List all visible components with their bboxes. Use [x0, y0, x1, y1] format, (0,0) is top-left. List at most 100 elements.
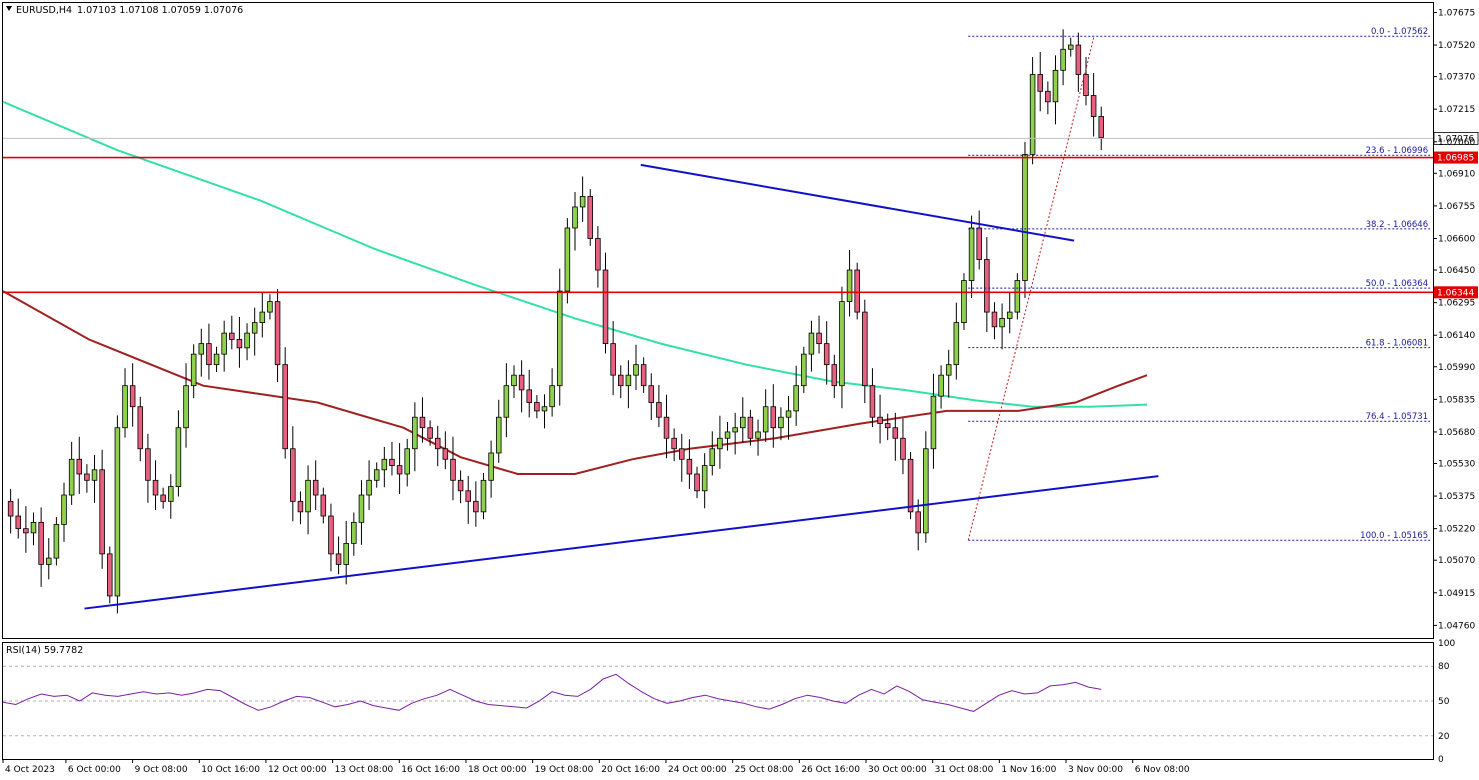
candle-bull: [1052, 69, 1059, 103]
candle-bull: [495, 416, 502, 454]
candle-bull: [762, 406, 769, 433]
x-tick-label: 10 Oct 16:00: [201, 765, 260, 775]
candle-bear: [99, 469, 105, 555]
candle-bear: [877, 416, 883, 424]
candle-bull: [511, 374, 517, 387]
candle-bull: [30, 521, 37, 534]
x-tick-label: 13 Oct 08:00: [335, 765, 394, 775]
candle-bear: [1045, 90, 1051, 103]
fib-level-label: 0.0 - 1.07562: [1371, 27, 1428, 37]
rsi-axis-label: 0: [1438, 755, 1444, 765]
x-tick-label: 20 Oct 16:00: [601, 765, 660, 775]
candle-bull: [412, 416, 418, 450]
x-tick-label: 26 Oct 16:00: [801, 765, 860, 775]
candle-bear: [129, 385, 136, 408]
candle-bull: [503, 385, 510, 418]
x-tick-label: 16 Oct 16:00: [401, 765, 460, 775]
candle-bear: [976, 227, 982, 260]
candle-bear: [76, 458, 83, 475]
candle-bear: [290, 448, 296, 502]
fib-swing-line: [967, 36, 1095, 541]
candle-bear: [640, 364, 647, 387]
resistance-trendline: [640, 163, 1075, 242]
candle-bear: [869, 385, 876, 418]
ma-fast-line: [2, 290, 1148, 475]
x-tick-label: 19 Oct 08:00: [535, 765, 594, 775]
candle-bear: [145, 448, 151, 481]
candle-bull: [740, 416, 746, 429]
candle-bull: [846, 269, 853, 302]
candle-bear: [236, 339, 243, 349]
candle-bear: [694, 473, 700, 492]
candle-bull: [183, 385, 189, 429]
candle-bull: [572, 206, 578, 229]
candle-bear: [747, 416, 754, 439]
candle-bull: [945, 364, 952, 376]
fib-level-label: 76.4 - 1.05731: [1366, 412, 1429, 422]
candle-bear: [38, 521, 44, 565]
candle-bull: [961, 280, 967, 324]
y-tick-label: 1.04915: [1438, 589, 1475, 599]
candle-bear: [656, 402, 662, 418]
y-tick-label: 1.05070: [1438, 556, 1475, 566]
y-tick-label: 1.05220: [1438, 525, 1475, 535]
candle-bull: [564, 227, 571, 292]
rsi-line: [2, 673, 1102, 712]
candle-bull: [198, 343, 205, 355]
candle-bull: [259, 311, 266, 324]
candle-bull: [732, 427, 738, 433]
candle-bear: [610, 343, 616, 376]
x-tick-label: 4 Oct 2023: [5, 765, 55, 775]
candle-bull: [839, 301, 845, 387]
candle-bear: [648, 385, 655, 403]
candle-bull: [114, 427, 121, 597]
candle-bear: [473, 500, 479, 513]
candle-bull: [381, 458, 388, 471]
moving-averages: [2, 100, 1148, 475]
candle-bear: [434, 437, 441, 450]
candle-bull: [709, 448, 716, 466]
candle-bear: [229, 332, 235, 340]
candle-bear: [465, 490, 471, 502]
fib-level-label: 38.2 - 1.06646: [1366, 220, 1429, 230]
x-tick-label: 9 Oct 08:00: [135, 765, 188, 775]
candle-bull: [91, 469, 98, 481]
support-trendline: [84, 475, 1159, 610]
candle-bear: [206, 343, 212, 366]
rsi-indicator: 100 80 50 20 0: [2, 639, 1455, 765]
current-price-tag: [1433, 132, 1479, 145]
candle-bull: [793, 385, 799, 412]
candle-bull: [168, 486, 174, 502]
ohlc-readout: 1.07103 1.07108 1.07059 1.07076: [77, 5, 243, 16]
candle-bear: [686, 458, 693, 475]
candle-bull: [1029, 74, 1036, 155]
candle-bull: [755, 431, 761, 439]
candle-bear: [1098, 116, 1105, 138]
candle-bull: [213, 353, 220, 366]
candle-bull: [541, 406, 548, 412]
y-tick-label: 1.06450: [1438, 266, 1475, 276]
candle-bear: [587, 196, 594, 239]
candle-bear: [831, 364, 838, 387]
current-price-label: 1.07076: [1437, 134, 1474, 144]
candle-bear: [907, 458, 914, 513]
candle-bull: [404, 448, 410, 475]
candle-bull: [625, 374, 632, 387]
x-tick-label: 24 Oct 00:00: [668, 765, 727, 775]
candle-bull: [190, 353, 197, 387]
symbol-label: EURUSD,H4: [16, 5, 72, 16]
candle-bear: [320, 494, 327, 517]
level-price-label: 1.06344: [1437, 288, 1474, 298]
collapse-triangle-icon[interactable]: [6, 6, 12, 11]
fib-level-label: 100.0 - 1.05165: [1360, 531, 1428, 541]
y-tick-label: 1.07675: [1438, 8, 1475, 18]
candle-bull: [717, 437, 723, 450]
y-tick-label: 1.07215: [1438, 105, 1475, 115]
candle-bull: [480, 479, 487, 513]
candle-bear: [328, 515, 334, 555]
y-tick-label: 1.05835: [1438, 395, 1475, 405]
candle-bear: [1075, 44, 1082, 75]
candle-bear: [297, 500, 304, 513]
candle-bear: [15, 515, 22, 530]
